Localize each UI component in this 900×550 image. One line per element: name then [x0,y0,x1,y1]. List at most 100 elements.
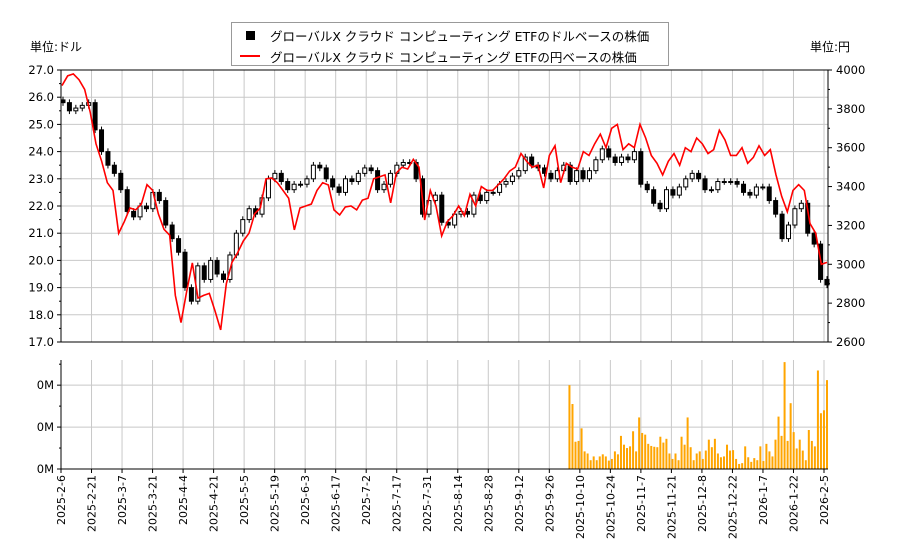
volume-bar [656,447,659,469]
y-left-tick-label: 23.0 [28,172,54,186]
volume-bar [580,428,583,469]
volume-bar [735,458,738,469]
volume-bar [604,456,607,469]
volume-bar [719,457,722,469]
candle-body [612,156,618,163]
x-tick-label: 2025-9-26 [543,475,556,532]
volume-bar [777,416,780,469]
volume-bar [792,432,795,469]
volume-bar [677,460,680,469]
legend-label-usd: グローバルX クラウド コンピューティング ETFのドルベースの株価 [270,28,650,44]
candle-body [66,102,72,112]
volume-bar [747,457,750,469]
candle-body [670,189,676,196]
y-left-tick-label: 21.0 [28,226,54,240]
x-tick-label: 2025-6-17 [330,475,343,532]
candle-body [368,167,374,172]
volume-bar [574,441,577,469]
y-right-tick-label: 3000 [836,257,865,271]
candle-body [619,156,625,163]
candle-body [291,183,297,191]
volume-bar [662,442,665,469]
y-right-tick-label: 2800 [836,296,865,310]
volume-bar [635,451,638,469]
candle-body [728,181,734,184]
candle-body [747,191,753,196]
candle-body [586,170,592,180]
x-tick-label: 2025-10-24 [604,475,617,539]
x-tick-label: 2025-4-4 [177,475,190,525]
candle-body [317,164,323,169]
x-tick-label: 2025-8-14 [452,475,465,532]
x-tick-label: 2025-6-3 [299,475,312,525]
candle-body [696,172,702,180]
y-right-tick-label: 3800 [836,102,865,116]
volume-bar [804,460,807,469]
x-tick-label: 2025-7-17 [391,475,404,532]
volume-bar [659,436,662,469]
volume-bar [668,453,671,469]
volume-bar [707,439,710,469]
candle-body [606,148,612,158]
x-tick-label: 2025-7-31 [421,475,434,532]
volume-bar [759,446,762,469]
x-tick-label: 2025-12-8 [696,475,709,532]
x-tick-label: 2025-7-2 [360,475,373,525]
candle-body [323,167,329,180]
candle-body [310,164,316,180]
volume-bar [774,439,777,469]
candle-body [400,161,406,166]
y-right-tick-label: 3200 [836,218,865,232]
volume-bar [674,453,677,469]
candle-body [785,224,791,240]
candle-body [214,259,220,275]
volume-bar [692,460,695,469]
y-right-tick-label: 2600 [836,335,865,349]
x-tick-label: 2026-1-7 [757,475,770,525]
candle-body [99,129,105,153]
candle-body [330,178,336,188]
candle-body [734,181,740,185]
legend-label-jpy: グローバルX クラウド コンピューティング ETFの円ベースの株価 [270,49,637,65]
volume-bar [626,448,629,469]
volume-bar [798,439,801,469]
candle-body [509,175,515,183]
x-tick-label: 2025-12-22 [726,475,739,539]
volume-bar [607,460,610,469]
volume-y-tick-label: 0M [37,420,54,434]
volume-bar [601,454,604,469]
candle-body [522,156,528,172]
candle-body [176,238,182,253]
candle-body [683,178,689,188]
candle-body [625,156,631,161]
volume-y-tick-label: 0M [37,378,54,392]
volume-bar [822,410,825,469]
legend: グローバルX クラウド コンピューティング ETFのドルベースの株価 グローバル… [231,22,669,66]
candle-body [766,186,772,202]
x-tick-label: 2025-5-5 [238,475,251,525]
candle-body [342,178,348,193]
volume-bar [683,444,686,469]
candle-body [580,170,586,180]
candle-body [387,172,393,185]
candle-body [124,189,130,212]
volume-bar [665,438,668,469]
candle-body [208,259,214,280]
volume-bar [622,444,625,469]
candle-body [490,191,496,194]
volume-bar [795,448,798,469]
candle-body [798,202,804,210]
candle-body [503,181,509,185]
volume-bar [589,460,592,469]
candle-body [689,172,695,180]
volume-y-tick-label: 0M [37,462,54,476]
volume-bar [650,445,653,469]
volume-bar [571,404,574,469]
jpy-price-line [61,72,828,331]
candle-body [381,183,387,191]
candle-body [779,213,785,240]
candle-body [60,99,66,104]
candle-body [548,172,554,180]
